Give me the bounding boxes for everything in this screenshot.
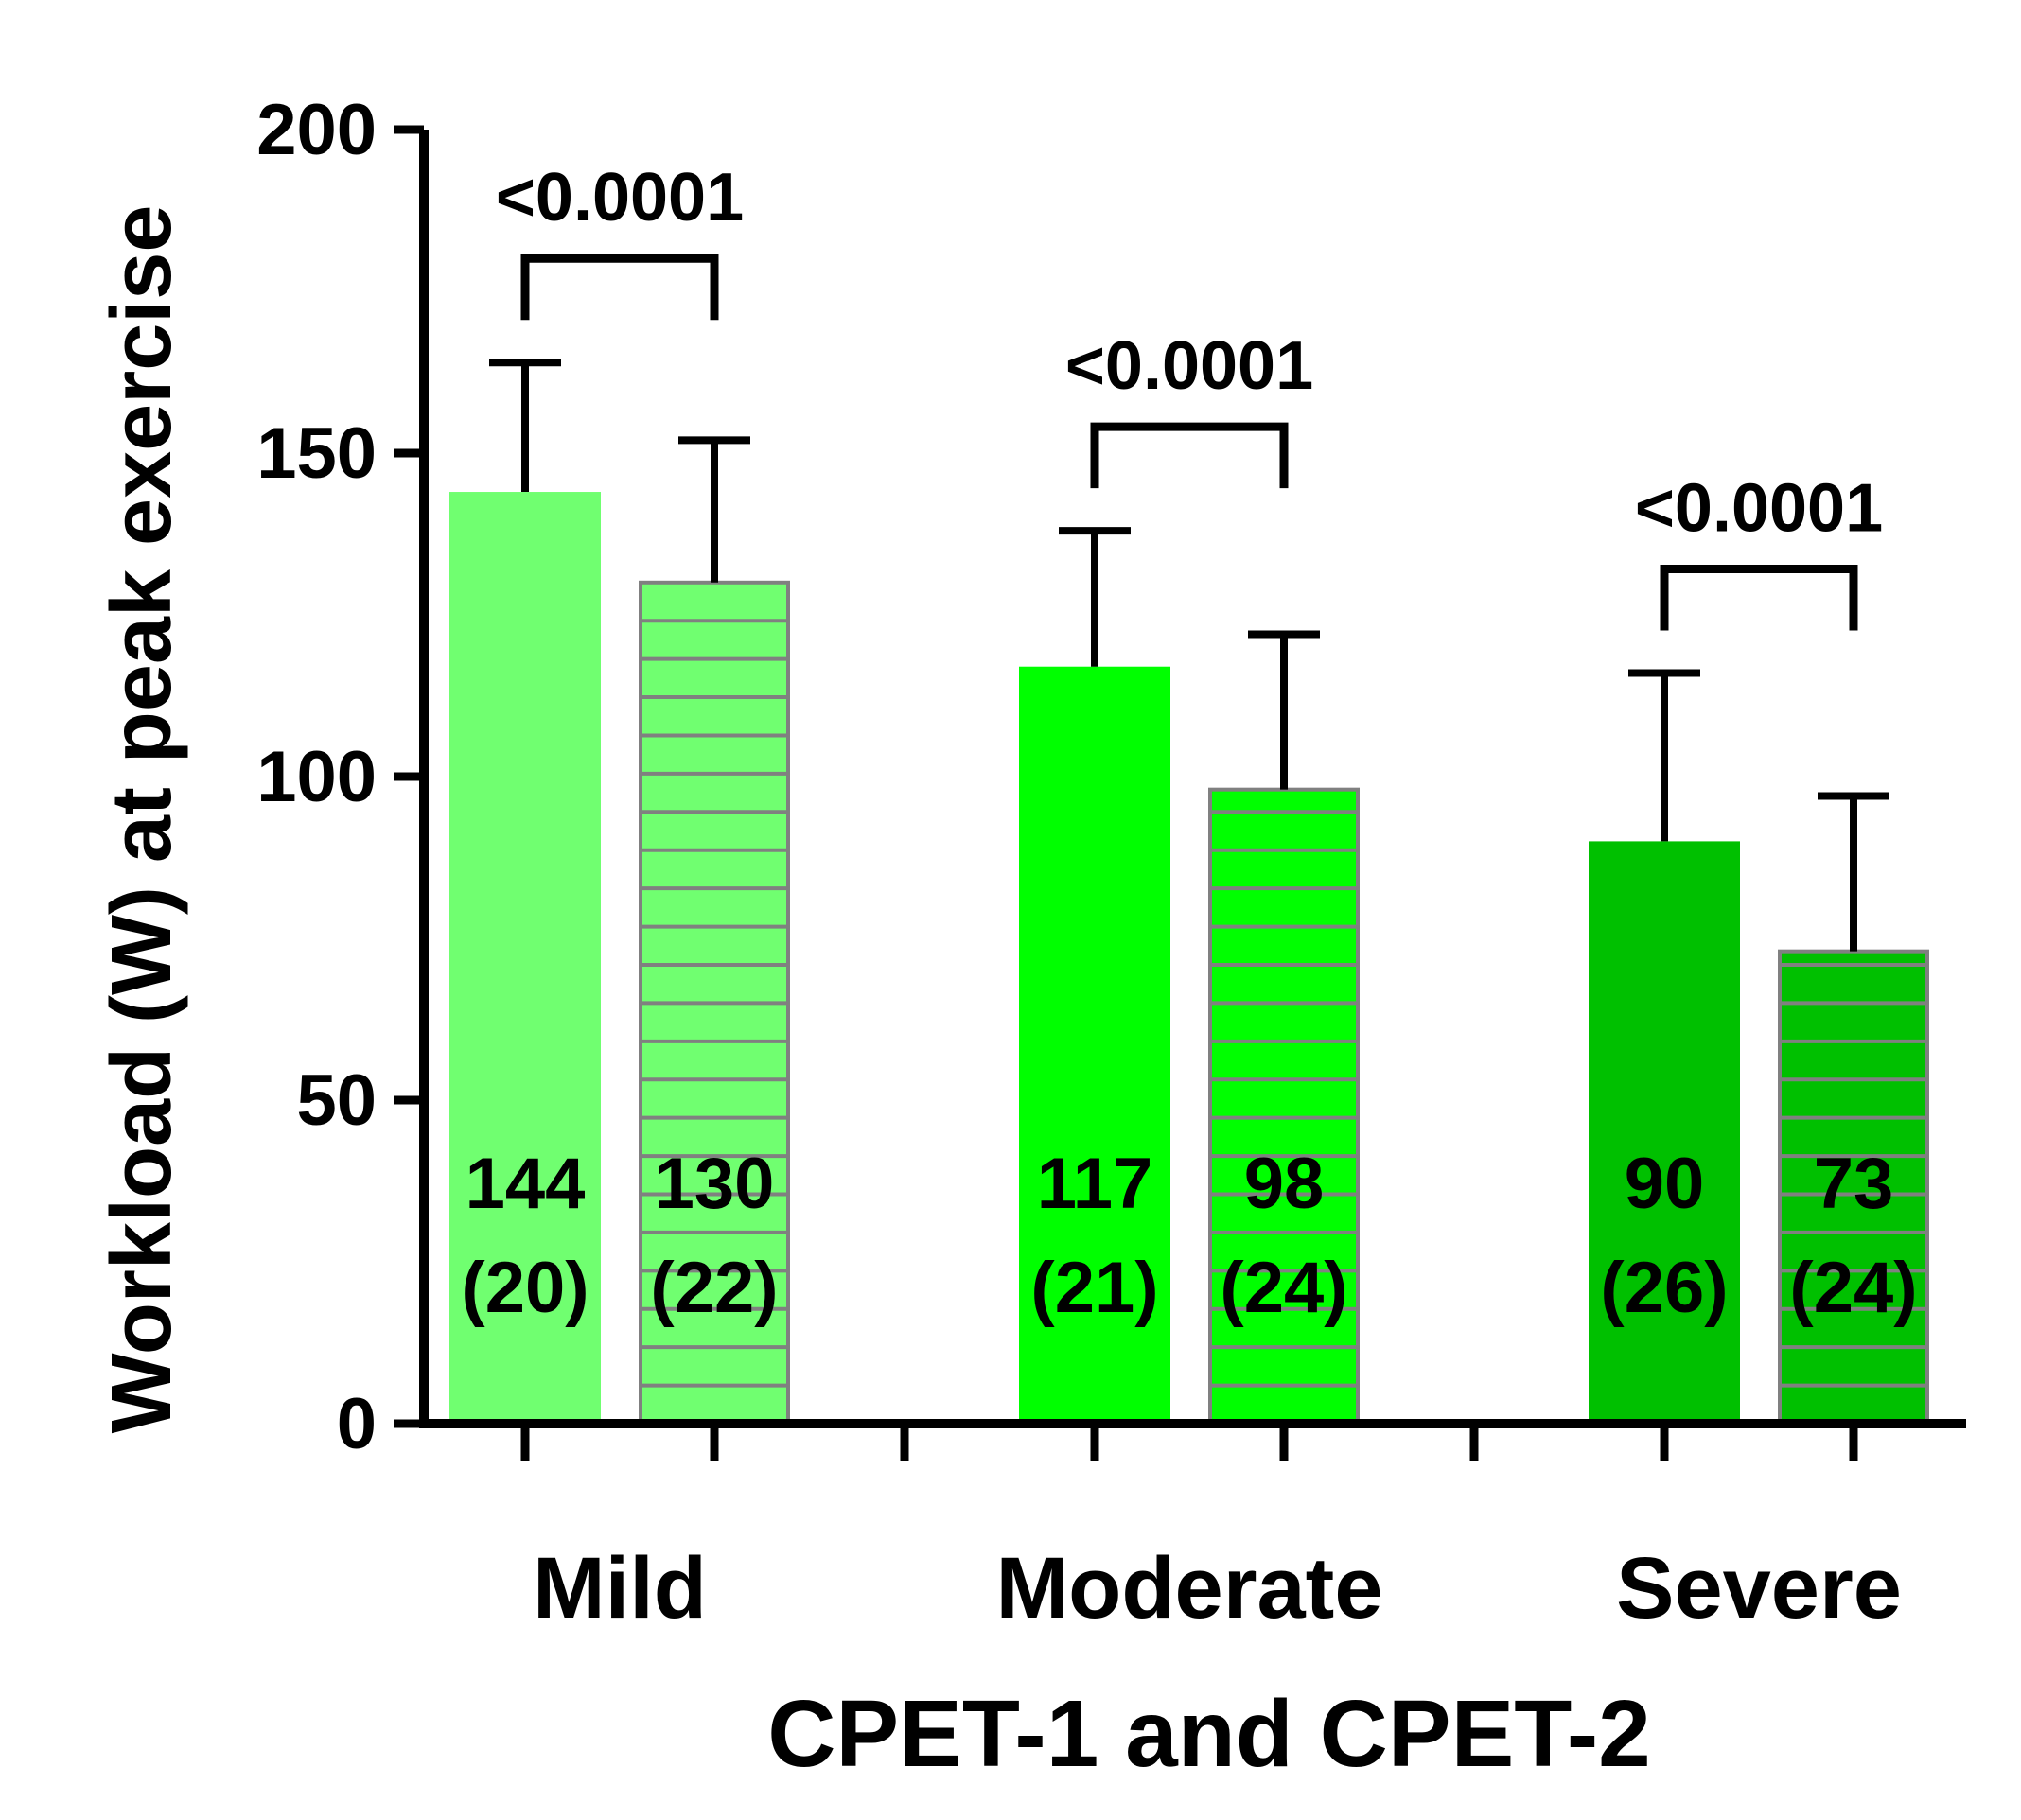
bar-severe-cpet1 [1589,841,1740,1424]
x-category-label-moderate: Moderate [996,1540,1383,1636]
p-value-label-moderate: <0.0001 [1065,328,1313,404]
bar-stripes-moderate-cpet2 [1212,810,1356,1388]
y-tick-label: 200 [256,90,377,170]
data-label-mild-cpet2: 130 [655,1144,775,1224]
x-category-label-severe: Severe [1616,1540,1902,1636]
sd-label-moderate-cpet2: (24) [1220,1248,1347,1328]
y-tick-label: 100 [256,737,377,817]
data-label-mild-cpet1: 144 [466,1144,586,1224]
y-tick-label: 0 [337,1384,377,1464]
sd-label-mild-cpet2: (22) [650,1248,778,1328]
y-axis-title: Workload (W) at peak exercise [95,205,189,1434]
labels-layer: 144 (20) 130 (22) 117 (21) 98 (24) 90 (26) 73 (24) M… [95,205,1918,1787]
p-value-label-severe: <0.0001 [1635,471,1883,547]
p-value-label-mild: <0.0001 [496,160,744,236]
significance-brackets-layer: <0.0001 <0.0001 <0.0001 [496,160,1883,631]
axes-layer: 0 50 100 150 200 [256,90,1966,1464]
sd-label-mild-cpet1: (20) [461,1248,589,1328]
significance-bracket-mild [520,254,719,321]
bar-moderate-cpet1 [1019,666,1170,1424]
sd-label-severe-cpet2: (24) [1789,1248,1917,1328]
bar-severe-cpet2 [1778,949,1929,1426]
x-category-label-mild: Mild [533,1540,707,1636]
significance-bracket-moderate [1090,422,1289,489]
x-axis-title: CPET-1 and CPET-2 [767,1681,1651,1787]
bar-stripes-mild-cpet2 [642,619,786,1388]
y-tick-label: 50 [296,1060,377,1141]
data-label-moderate-cpet2: 98 [1244,1144,1325,1224]
bar-moderate-cpet2 [1208,787,1360,1426]
data-label-severe-cpet2: 73 [1814,1144,1894,1224]
sd-label-moderate-cpet1: (21) [1030,1248,1158,1328]
data-label-severe-cpet1: 90 [1625,1144,1705,1224]
sd-label-severe-cpet1: (26) [1600,1248,1728,1328]
y-tick-label: 150 [256,413,377,494]
bar-stripes-severe-cpet2 [1782,962,1925,1388]
significance-bracket-severe [1660,565,1858,631]
data-label-moderate-cpet1: 117 [1037,1144,1153,1224]
error-bars-layer [489,359,1889,952]
bars-layer [449,492,1929,1426]
bar-mild-cpet1 [449,492,601,1424]
